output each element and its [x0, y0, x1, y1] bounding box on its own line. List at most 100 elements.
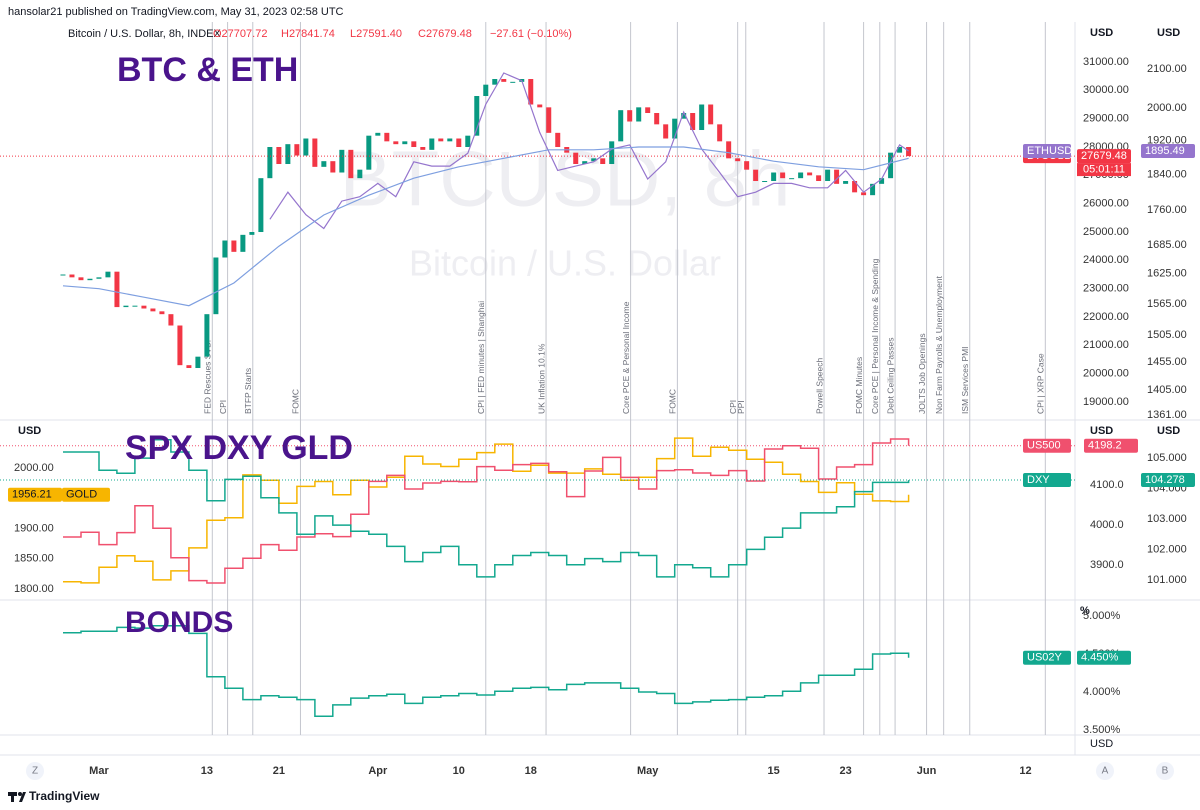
candle: [303, 138, 309, 156]
y-tick-label: 26000.00: [1083, 198, 1129, 210]
y-tick-label: 21000.00: [1083, 339, 1129, 351]
value-tag-label: 4198.2: [1088, 440, 1122, 452]
name-tag: [62, 487, 110, 502]
candle: [618, 110, 624, 142]
countdown-tag: [1077, 163, 1131, 177]
candle: [258, 178, 264, 233]
toolbar-button-bg[interactable]: [1156, 762, 1174, 780]
candle: [627, 110, 633, 122]
value-tag: [1141, 143, 1195, 158]
y-tick-label: 19000.00: [1083, 396, 1129, 408]
event-label: Debt Ceiling Passes: [885, 337, 895, 414]
pane-spx-dxy-gld: [0, 437, 1075, 584]
candle: [816, 175, 822, 182]
y-tick-label: 1455.00: [1147, 356, 1187, 368]
legend-ohlc: L27591.40: [350, 28, 402, 40]
y-tick-label: 1900.00: [14, 523, 54, 535]
y-tick-label: 5.000%: [1083, 610, 1121, 622]
x-tick-label: Apr: [368, 765, 388, 777]
y-tick-label: 3.500%: [1083, 724, 1121, 736]
x-tick-label: May: [637, 765, 659, 777]
candle: [321, 161, 327, 167]
x-tick-label: 18: [525, 765, 537, 777]
overlay-layer: Mar 13 21 Apr 10 18 May 15 23 Jun 12 USD Z A B Bitcoin …: [8, 27, 1195, 780]
event-label: FOMC Minutes: [854, 357, 864, 414]
candle: [690, 113, 696, 131]
candle: [366, 135, 372, 170]
candle: [240, 234, 246, 252]
candle: [384, 132, 390, 142]
series-line: [63, 438, 910, 584]
y-tick-label: 29000.00: [1083, 113, 1129, 125]
y-tick-label: 1760.00: [1147, 204, 1187, 216]
candle: [663, 124, 669, 139]
event-label: UK Inflation 10.1%: [536, 343, 546, 414]
candle: [60, 274, 66, 276]
annotation: SPX DXY GLD: [125, 429, 353, 467]
event-label: Non Farm Payrolls & Unemployment: [934, 275, 944, 414]
candle: [168, 314, 174, 326]
candle: [249, 232, 255, 235]
candle: [105, 271, 111, 278]
event-label: PPI: [736, 400, 746, 414]
y-tick-label: 1800.00: [14, 583, 54, 595]
event-label: CPI: [218, 400, 228, 414]
candle: [735, 158, 741, 162]
candle: [96, 277, 102, 279]
candle: [420, 147, 426, 150]
x-tick-label: Jun: [917, 765, 937, 777]
candle: [141, 305, 147, 309]
candle: [762, 181, 768, 183]
axis-unit: USD: [1090, 425, 1113, 437]
y-tick-label: 25000.00: [1083, 226, 1129, 238]
candle: [717, 124, 723, 142]
y-tick-label: 24000.00: [1083, 254, 1129, 266]
y-tick-label: 1685.00: [1147, 239, 1187, 251]
value-tag: [1077, 149, 1131, 164]
value-tag-label: 1895.49: [1145, 145, 1185, 157]
y-tick-label: 101.000: [1147, 574, 1187, 586]
series-line: [269, 72, 909, 230]
candle: [312, 138, 318, 167]
value-tag-label: 27679.48: [1081, 150, 1127, 162]
candle: [726, 141, 732, 159]
x-tick-label: 10: [453, 765, 465, 777]
candle: [510, 81, 516, 83]
y-tick-label: 4100.0: [1090, 479, 1124, 491]
candle: [825, 169, 831, 182]
name-tag-label: GOLD: [66, 489, 97, 501]
candle: [213, 257, 219, 315]
y-tick-label: 1920.00: [1147, 135, 1187, 147]
candle: [672, 118, 678, 139]
event-label: CPI: [728, 400, 738, 414]
name-tag: [1023, 143, 1071, 158]
series-line: [63, 437, 910, 584]
toolbar-button[interactable]: B: [1162, 766, 1169, 777]
y-tick-label: 2000.00: [14, 462, 54, 474]
candle: [789, 178, 795, 180]
y-tick-label: 2100.00: [1147, 63, 1187, 75]
y-tick-label: 4000.0: [1090, 519, 1124, 531]
candle: [87, 278, 93, 281]
candle: [231, 240, 237, 252]
annotation: BONDS: [125, 606, 233, 639]
toolbar-button[interactable]: Z: [32, 766, 38, 777]
candle: [375, 132, 381, 136]
value-tag-label: 1956.21: [12, 489, 52, 501]
candle: [69, 274, 75, 278]
candle: [861, 192, 867, 196]
candle: [609, 141, 615, 165]
x-tick-label: 23: [839, 765, 851, 777]
toolbar-button-bg[interactable]: [1096, 762, 1114, 780]
candle: [204, 314, 210, 357]
toolbar-button-bg[interactable]: [26, 762, 44, 780]
candle: [195, 356, 201, 369]
candle: [546, 107, 552, 133]
name-tag: [1023, 473, 1071, 488]
candle: [501, 79, 507, 82]
toolbar-button[interactable]: A: [1102, 766, 1109, 777]
candle: [186, 365, 192, 369]
candle: [699, 104, 705, 131]
candle: [870, 183, 876, 196]
